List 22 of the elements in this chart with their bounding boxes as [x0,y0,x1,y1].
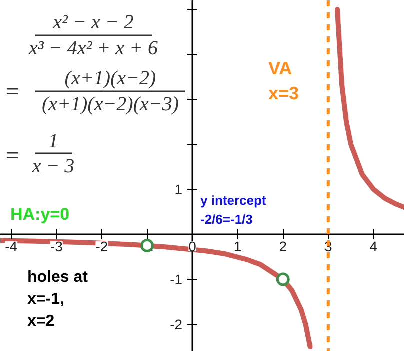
x-tick-label: -2 [96,238,108,254]
x-tick-label: -3 [50,238,64,254]
x-tick-label: 4 [370,238,378,254]
annotation: 1 [48,130,58,152]
x-tick-label: 2 [279,238,288,254]
annotation: x − 3 [31,156,75,178]
annotation: HA:y=0 [10,205,70,224]
annotation: = [6,144,20,170]
annotation: = [6,80,20,106]
x-tick-label: 1 [234,238,242,254]
x-tick-label: -4 [5,238,18,254]
y-tick-label: -2 [170,316,183,332]
annotation: holes at x=-1, x=2 [28,269,89,330]
annotation: (x+1)(x−2)(x−3) [42,94,180,116]
annotation: y intercept -2/6=-1/3 [200,193,267,227]
annotation: x³ − 4x² + x + 6 [28,38,158,60]
y-tick-label: 1 [174,182,183,198]
y-tick-label: -1 [170,272,183,288]
ref-line-label: VA x=3 [268,58,300,104]
annotation: x² − x − 2 [52,12,134,34]
x-tick-label: 0 [188,238,197,254]
annotation: (x+1)(x−2) [64,68,157,90]
